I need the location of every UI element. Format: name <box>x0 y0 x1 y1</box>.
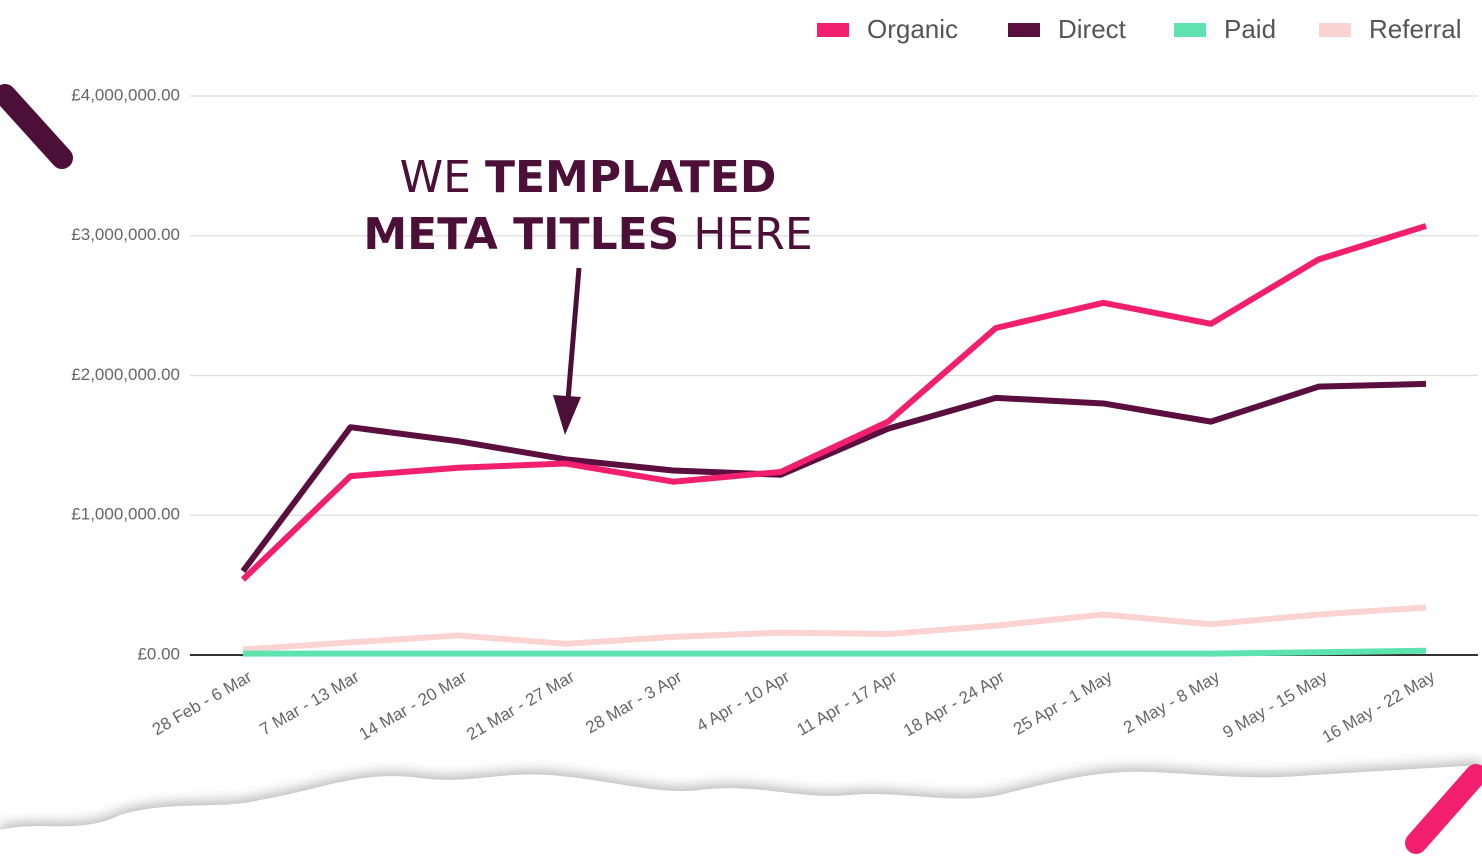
legend-swatch <box>1008 23 1040 37</box>
legend-label: Paid <box>1224 14 1276 44</box>
x-tick-label: 28 Mar - 3 Apr <box>582 667 685 737</box>
legend-swatch <box>1174 23 1206 37</box>
legend-item: Referral <box>1319 14 1461 44</box>
y-tick-label: £4,000,000.00 <box>71 85 180 104</box>
decor-slash <box>5 95 62 158</box>
x-tick-label: 4 Apr - 10 Apr <box>693 667 793 736</box>
series-line <box>243 651 1426 654</box>
series-line <box>243 607 1426 649</box>
arrow-head <box>553 395 581 435</box>
annotation-part: TEMPLATED <box>485 152 776 203</box>
x-tick-label: 14 Mar - 20 Mar <box>356 667 471 744</box>
x-tick-label: 11 Apr - 17 Apr <box>794 667 901 740</box>
annotation-part: WE <box>400 152 471 203</box>
x-tick-label: 2 May - 8 May <box>1120 667 1223 738</box>
x-tick-label: 9 May - 15 May <box>1219 667 1330 742</box>
y-tick-label: £2,000,000.00 <box>71 365 180 384</box>
y-tick-label: £3,000,000.00 <box>71 225 180 244</box>
legend-swatch <box>1319 23 1351 37</box>
x-tick-label: 18 Apr - 24 Apr <box>900 667 1008 740</box>
legend-label: Direct <box>1058 14 1127 44</box>
annotation: WE TEMPLATED <box>400 152 777 203</box>
y-tick-label: £1,000,000.00 <box>71 505 180 524</box>
legend-item: Organic <box>817 14 958 44</box>
series-line <box>243 226 1426 580</box>
annotation-part: META TITLES <box>363 209 679 260</box>
torn-paper <box>0 765 1482 857</box>
y-tick-label: £0.00 <box>137 644 180 663</box>
legend-label: Referral <box>1369 14 1461 44</box>
annotation-part: HERE <box>693 209 812 260</box>
annotation: META TITLES HERE <box>363 209 812 260</box>
series-line <box>243 384 1426 571</box>
x-tick-label: 16 May - 22 May <box>1319 667 1439 747</box>
x-tick-label: 21 Mar - 27 Mar <box>463 667 578 744</box>
legend-item: Direct <box>1008 14 1127 44</box>
annotation-arrow <box>568 268 579 400</box>
x-tick-label: 7 Mar - 13 Mar <box>256 667 362 739</box>
x-tick-label: 28 Feb - 6 Mar <box>149 667 255 739</box>
legend-swatch <box>817 23 849 37</box>
legend-item: Paid <box>1174 14 1276 44</box>
x-tick-label: 25 Apr - 1 May <box>1010 667 1116 739</box>
chart: £0.00 £1,000,000.00 £2,000,000.00 £3,000,00… <box>0 0 1482 857</box>
legend-label: Organic <box>867 14 958 44</box>
